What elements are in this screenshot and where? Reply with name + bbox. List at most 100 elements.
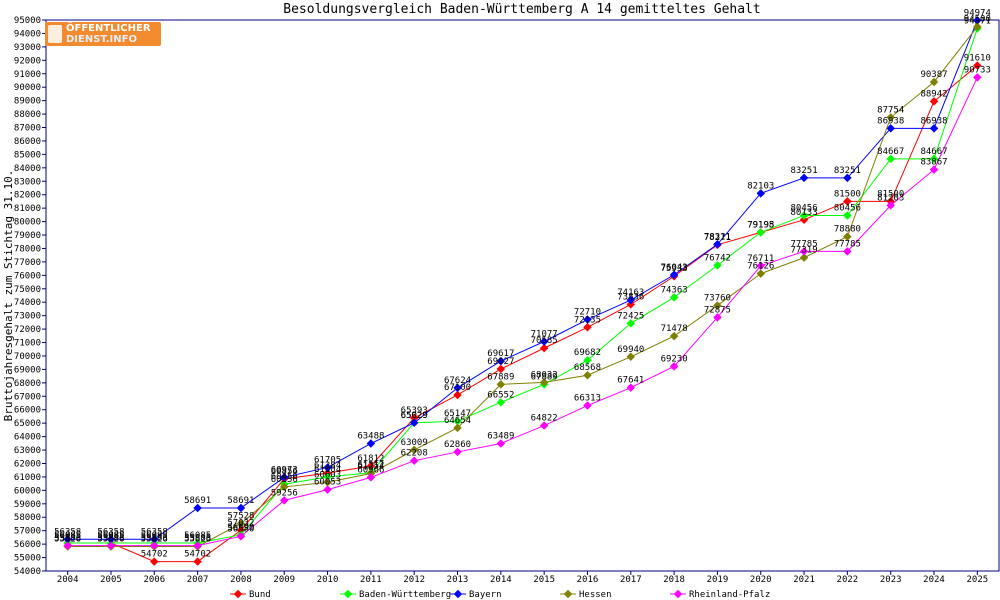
x-tick-label: 2009 bbox=[273, 575, 295, 585]
y-tick-label: 79000 bbox=[14, 231, 41, 241]
data-label-bund: 72135 bbox=[574, 315, 601, 325]
data-point-bund bbox=[539, 343, 549, 353]
data-label-hessen: 71478 bbox=[661, 324, 688, 334]
y-tick-label: 94000 bbox=[14, 29, 41, 39]
y-tick-label: 89000 bbox=[14, 97, 41, 107]
data-point-rheinland-pfalz bbox=[583, 401, 592, 410]
data-label-rheinland-pfalz: 60966 bbox=[357, 465, 384, 475]
data-label-rheinland-pfalz: 81203 bbox=[877, 193, 904, 203]
series-line-hessen bbox=[67, 26, 978, 547]
data-label-rheinland-pfalz: 69230 bbox=[661, 354, 688, 364]
y-tick-label: 65000 bbox=[14, 419, 41, 429]
data-label-bund: 56085 bbox=[54, 531, 81, 541]
data-point-bund bbox=[626, 300, 636, 309]
data-label-baden-w-rttemberg: 61004 bbox=[314, 465, 341, 475]
series-line-rheinland-pfalz bbox=[67, 77, 978, 547]
y-tick-label: 68000 bbox=[14, 379, 41, 389]
x-tick-label: 2007 bbox=[187, 575, 209, 585]
data-point-hessen bbox=[280, 482, 289, 492]
y-tick-label: 81000 bbox=[14, 204, 41, 214]
data-label-bayern: 78311 bbox=[704, 232, 731, 242]
x-tick-label: 2025 bbox=[966, 575, 988, 585]
data-label-baden-w-rttemberg: 66552 bbox=[487, 390, 514, 400]
data-point-bayern bbox=[626, 295, 636, 305]
y-tick-label: 61000 bbox=[14, 473, 41, 483]
data-label-baden-w-rttemberg: 72425 bbox=[617, 311, 644, 321]
data-label-bayern: 82103 bbox=[747, 181, 774, 191]
data-point-rheinland-pfalz bbox=[453, 447, 462, 457]
data-label-rheinland-pfalz: 55885 bbox=[184, 534, 211, 544]
data-label-hessen: 68032 bbox=[531, 370, 558, 380]
data-point-hessen bbox=[669, 331, 679, 341]
data-point-hessen bbox=[756, 269, 765, 278]
legend-label-rheinland-pfalz: Rheinland-Pfalz bbox=[689, 590, 770, 600]
x-tick-label: 2016 bbox=[577, 575, 599, 585]
data-point-baden-w-rttemberg bbox=[713, 261, 722, 270]
x-tick-label: 2017 bbox=[620, 575, 642, 585]
x-tick-label: 2022 bbox=[837, 575, 859, 585]
data-label-hessen: 69940 bbox=[617, 345, 644, 355]
data-label-bayern: 63488 bbox=[357, 431, 384, 441]
y-tick-label: 87000 bbox=[14, 124, 41, 134]
data-label-bund: 54702 bbox=[141, 550, 168, 560]
data-label-hessen: 76126 bbox=[747, 262, 774, 272]
data-point-bund bbox=[496, 364, 506, 374]
x-tick-label: 2024 bbox=[923, 575, 945, 585]
data-point-hessen bbox=[323, 478, 332, 487]
data-point-hessen bbox=[496, 380, 506, 389]
data-label-baden-w-rttemberg: 65147 bbox=[444, 409, 471, 419]
data-label-rheinland-pfalz: 76711 bbox=[747, 254, 774, 264]
data-point-rheinland-pfalz bbox=[626, 383, 636, 392]
x-tick-label: 2018 bbox=[663, 575, 685, 585]
data-point-hessen bbox=[409, 445, 419, 455]
data-label-baden-w-rttemberg: 84667 bbox=[877, 147, 904, 157]
x-tick-label: 2015 bbox=[533, 575, 555, 585]
data-label-rheinland-pfalz: 90733 bbox=[964, 65, 991, 75]
data-label-rheinland-pfalz: 62860 bbox=[444, 440, 471, 450]
data-point-hessen bbox=[583, 370, 592, 380]
y-tick-label: 64000 bbox=[14, 433, 41, 443]
logo-text-line1: ÖFFENTLICHER bbox=[66, 23, 151, 34]
data-label-bayern: 74163 bbox=[617, 288, 644, 298]
y-tick-label: 60000 bbox=[14, 486, 41, 496]
data-label-bayern: 72710 bbox=[574, 308, 601, 318]
x-tick-label: 2005 bbox=[100, 575, 122, 585]
x-tick-label: 2006 bbox=[143, 575, 165, 585]
data-label-rheinland-pfalz: 55885 bbox=[97, 534, 124, 544]
data-label-baden-w-rttemberg: 56085 bbox=[54, 531, 81, 541]
data-label-hessen: 94500 bbox=[964, 15, 991, 25]
y-tick-label: 62000 bbox=[14, 459, 41, 469]
data-label-bund: 70585 bbox=[531, 336, 558, 346]
data-label-hessen: 67889 bbox=[487, 372, 514, 382]
y-tick-label: 69000 bbox=[14, 365, 41, 375]
data-label-hessen: 63009 bbox=[401, 438, 428, 448]
data-label-bayern: 67624 bbox=[444, 376, 471, 386]
data-point-bayern bbox=[280, 473, 289, 482]
data-label-hessen: 73760 bbox=[704, 293, 731, 303]
data-label-baden-w-rttemberg: 56690 bbox=[227, 523, 254, 533]
data-point-bayern bbox=[409, 418, 419, 428]
x-tick-label: 2021 bbox=[793, 575, 815, 585]
x-tick-label: 2008 bbox=[230, 575, 252, 585]
data-label-bayern: 60973 bbox=[271, 465, 298, 475]
data-point-bayern bbox=[453, 383, 462, 393]
x-tick-label: 2019 bbox=[707, 575, 729, 585]
data-label-hessen: 68568 bbox=[574, 363, 601, 373]
data-label-bayern: 83251 bbox=[834, 166, 861, 176]
data-label-bund: 69027 bbox=[487, 357, 514, 367]
y-tick-label: 86000 bbox=[14, 137, 41, 147]
series-layer bbox=[63, 16, 982, 566]
data-label-baden-w-rttemberg: 84667 bbox=[920, 147, 947, 157]
y-tick-label: 78000 bbox=[14, 244, 41, 254]
x-tick-label: 2020 bbox=[750, 575, 772, 585]
y-tick-label: 90000 bbox=[14, 83, 41, 93]
data-label-bayern: 58691 bbox=[227, 496, 254, 506]
data-label-rheinland-pfalz: 63489 bbox=[487, 431, 514, 441]
data-label-hessen: 78880 bbox=[834, 225, 861, 235]
axes: 54000 55000 56000 57000 58000 59000 60000 61000… bbox=[14, 16, 1000, 585]
legend-label-hessen: Hessen bbox=[579, 590, 612, 600]
data-label-bund: 56085 bbox=[97, 531, 124, 541]
y-tick-label: 85000 bbox=[14, 150, 41, 160]
data-label-bund: 78271 bbox=[704, 233, 731, 243]
